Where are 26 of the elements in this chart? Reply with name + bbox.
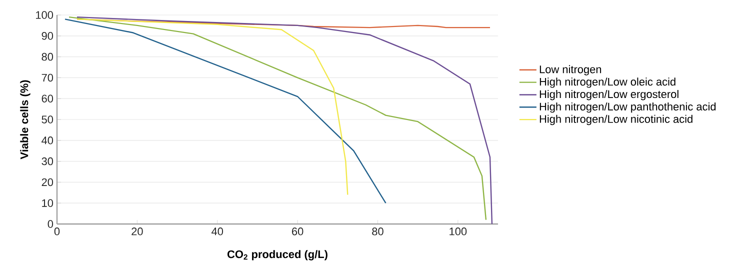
y-tick-label: 100	[36, 11, 54, 19]
x-tick-label: 60	[292, 228, 304, 236]
y-tick-label: 10	[42, 199, 54, 207]
y-tick-label: 0	[48, 220, 54, 228]
legend-label: High nitrogen/Low nicotinic acid	[540, 114, 692, 126]
legend-label: High nitrogen/Low ergosterol	[540, 90, 678, 100]
x-tick-label: 0	[54, 228, 60, 236]
x-tick-label: 40	[212, 228, 224, 236]
legend-label: High nitrogen/Low panthothenic acid	[540, 102, 716, 113]
x-axis-title: CO$_{2}$ produced (g/L)	[227, 250, 328, 260]
line-series	[76, 18, 348, 196]
y-tick-label: 30	[42, 157, 54, 166]
y-tick-label: 20	[42, 178, 54, 186]
y-tick-label: 60	[42, 94, 54, 102]
y-tick-label: 50	[42, 116, 54, 124]
x-tick-label: 100	[450, 228, 467, 236]
line-series	[64, 18, 386, 204]
y-tick-label: 40	[42, 136, 54, 144]
legend-label: High nitrogen/Low oleic acid	[540, 78, 676, 88]
legend-label: Low nitrogen	[540, 65, 602, 76]
x-tick-label: 80	[372, 228, 384, 236]
y-tick-label: 90	[42, 32, 54, 40]
y-tick-label: 70	[42, 74, 54, 82]
x-tick-label: 20	[132, 228, 143, 236]
y-tick-label: 80	[42, 52, 54, 61]
y-axis-title: Viable cells (%)	[20, 80, 30, 160]
